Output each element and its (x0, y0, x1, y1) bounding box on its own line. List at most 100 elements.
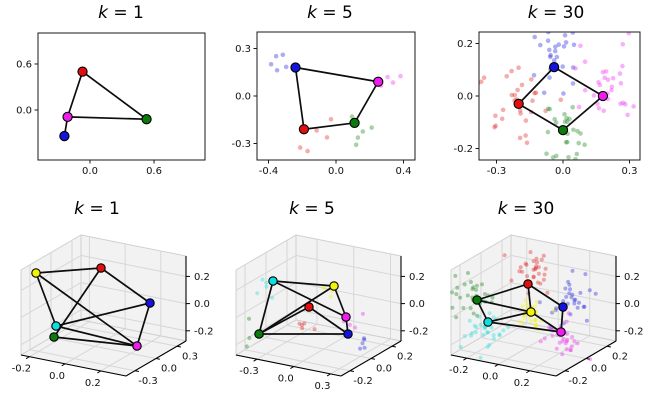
y-tick-label: 0.0 (591, 364, 607, 375)
graph-node-green (349, 117, 360, 129)
graph-node-red (77, 66, 88, 77)
scatter-point-red (517, 108, 523, 113)
z-tick-label: 0.0 (624, 299, 640, 310)
scatter-point-magenta (557, 340, 562, 345)
graph-node-magenta (373, 76, 384, 87)
axis3d-x (450, 354, 557, 377)
scatter-point-red (538, 281, 543, 286)
scatter-point-magenta (609, 84, 615, 90)
scatter-point-magenta (588, 357, 593, 362)
scatter-point-green (566, 155, 571, 160)
y-tick-label: -0.3 (138, 376, 158, 387)
scatter-point-red (518, 111, 523, 116)
title-k-value: = 1 (107, 3, 144, 23)
scatter-point-blue (362, 337, 367, 342)
title-k-symbol: k (497, 199, 508, 219)
scatter-point-cyan (467, 318, 472, 323)
x-tick-label: 0.3 (622, 166, 638, 177)
x-tick-label: 0.0 (49, 371, 65, 382)
scatter-point-red (536, 271, 541, 276)
graph-node-cyan (268, 276, 278, 286)
scatter-point-red (300, 323, 304, 327)
scatter-point-red (541, 253, 546, 258)
subplot-title: k = 30 (528, 3, 585, 23)
axis3d-x (235, 354, 342, 377)
graph-edge (35, 272, 57, 327)
scatter-point-blue (561, 299, 566, 304)
scatter-point-blue (573, 297, 578, 302)
grid-floor-y (265, 337, 372, 359)
scatter-point-magenta (568, 348, 573, 353)
y-tick-label: 0.0 (16, 106, 32, 117)
scatter-point-magenta (582, 87, 588, 93)
scatter-point-red (493, 123, 498, 128)
y-tick-mark (155, 358, 161, 360)
scatter-point-red (515, 87, 520, 93)
graph-node-red (513, 98, 524, 110)
scatter-point-magenta (570, 335, 575, 339)
scatter-point-green (474, 283, 479, 288)
scatter-point-blue (531, 73, 537, 78)
scatter-point-cyan (472, 323, 477, 328)
grid-wall-z (80, 309, 187, 332)
scatter-point-cyan (501, 328, 506, 333)
subplot-3d-k1: k = 1 -0.2 0.0 0.2 -0.3 0.0 0.3 -0.2 0.0 0.2 (0, 196, 217, 406)
title-k-value: = 1 (83, 199, 120, 219)
graph-edge (136, 302, 151, 347)
scatter-point-magenta (620, 63, 625, 69)
scatter-point-blue (538, 42, 543, 48)
scatter-point-magenta (610, 75, 616, 81)
scatter-point-blue (547, 75, 552, 80)
graph-node-yellow (526, 307, 536, 317)
scatter-point-blue (360, 341, 365, 346)
scatter-point-blue (568, 312, 573, 317)
scatter-point-red (502, 253, 507, 258)
scatter-point-magenta (620, 100, 626, 106)
scatter-point-magenta (564, 319, 569, 324)
x-tick-mark (494, 364, 499, 367)
graph-edge (67, 116, 147, 121)
graph-node-blue (59, 130, 70, 142)
z-tick-label: 0.0 (409, 299, 425, 310)
graph-edge (295, 66, 379, 83)
scatter-point-blue (564, 294, 569, 299)
scatter-point-yellow (322, 286, 327, 290)
scatter-point-red (302, 321, 307, 326)
scatter-point-blue (552, 48, 558, 54)
grid-wall-z (20, 309, 82, 346)
scatter-point-red (523, 261, 528, 266)
scatter-point-red (492, 125, 497, 130)
scatter-point-blue (563, 40, 569, 45)
scatter-point-magenta (582, 59, 588, 64)
scatter-point-magenta (623, 101, 628, 107)
scatter-point-blue (569, 295, 574, 300)
x-tick-label: 0.0 (278, 374, 294, 385)
y-tick-label: 0.0 (457, 92, 473, 103)
scatter-point-red (479, 79, 484, 85)
y-tick-label: 0.2 (612, 351, 628, 362)
scatter-point-yellow (533, 317, 538, 322)
subplot-3d-k5: k = 5 -0.3 0.0 0.3 -0.2 0.0 0.2 -0.2 0.0 0.2 (215, 196, 432, 406)
y-tick-label: 0.6 (16, 59, 32, 70)
scatter-point-green (550, 155, 556, 160)
grid-floor-y (480, 337, 587, 359)
graph-edge (487, 311, 532, 323)
scatter-point-magenta (601, 108, 606, 114)
axes-2d-k1-canvas: 0.0 0.6 0.6 0.0 (16, 32, 206, 177)
scatter-point-green (567, 116, 572, 122)
y-tick-mark (585, 358, 591, 360)
scatter-point-blue (547, 47, 552, 53)
scatter-point-red (297, 145, 303, 150)
title-k-value: = 5 (298, 199, 335, 219)
y-tick-mark (134, 370, 140, 373)
scatter-point-red (542, 272, 547, 277)
scatter-point-red (519, 82, 525, 88)
scatter-point-red (300, 326, 305, 331)
scatter-point-magenta (575, 341, 580, 346)
scatter-point-green (369, 125, 374, 130)
scatter-point-blue (572, 301, 577, 306)
scatter-point-red (509, 92, 515, 98)
y-tick-label: 0.0 (235, 92, 251, 103)
subplot-title: k = 5 (289, 199, 335, 219)
scatter-point-yellow (525, 302, 529, 307)
